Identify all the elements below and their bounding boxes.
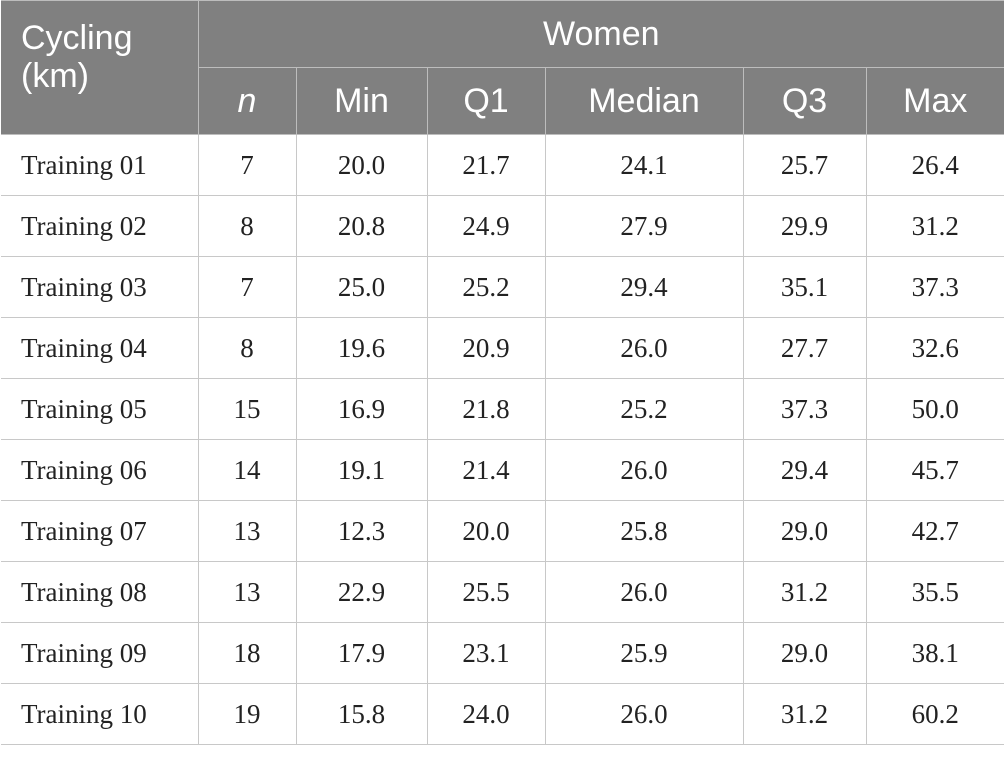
table-cell: 24.9 bbox=[426, 195, 546, 257]
table-row: Training 10 19 15.8 24.0 26.0 31.2 60.2 bbox=[1, 683, 1005, 745]
table-cell: 32.6 bbox=[865, 317, 1005, 379]
table-cell: 27.9 bbox=[544, 195, 744, 257]
table-cell: 17.9 bbox=[295, 622, 428, 684]
table-row: Training 05 15 16.9 21.8 25.2 37.3 50.0 bbox=[1, 378, 1005, 440]
table-cell: 50.0 bbox=[865, 378, 1005, 440]
table-cell: 15 bbox=[197, 378, 297, 440]
table-cell: 14 bbox=[197, 439, 297, 501]
table-cell: 26.0 bbox=[544, 317, 744, 379]
row-label: Training 07 bbox=[1, 500, 199, 562]
table-cell: 35.1 bbox=[742, 256, 867, 318]
table-cell: 25.0 bbox=[295, 256, 428, 318]
table-cell: 35.5 bbox=[865, 561, 1005, 623]
table-row: Training 03 7 25.0 25.2 29.4 35.1 37.3 bbox=[1, 256, 1005, 318]
table-row: Training 07 13 12.3 20.0 25.8 29.0 42.7 bbox=[1, 500, 1005, 562]
column-header-n: n bbox=[197, 67, 297, 135]
table-row: Training 09 18 17.9 23.1 25.9 29.0 38.1 bbox=[1, 622, 1005, 684]
table-cell: 13 bbox=[197, 561, 297, 623]
column-header-q1: Q1 bbox=[426, 67, 546, 135]
row-label: Training 06 bbox=[1, 439, 199, 501]
table-cell: 16.9 bbox=[295, 378, 428, 440]
table-cell: 20.8 bbox=[295, 195, 428, 257]
table-cell: 25.9 bbox=[544, 622, 744, 684]
table-cell: 24.1 bbox=[544, 134, 744, 196]
table-cell: 29.0 bbox=[742, 622, 867, 684]
table-cell: 38.1 bbox=[865, 622, 1005, 684]
table-row: Training 08 13 22.9 25.5 26.0 31.2 35.5 bbox=[1, 561, 1005, 623]
table-cell: 29.0 bbox=[742, 500, 867, 562]
table-cell: 25.2 bbox=[426, 256, 546, 318]
table-cell: 29.4 bbox=[742, 439, 867, 501]
table-cell: 13 bbox=[197, 500, 297, 562]
table-row: Training 06 14 19.1 21.4 26.0 29.4 45.7 bbox=[1, 439, 1005, 501]
table-cell: 31.2 bbox=[865, 195, 1005, 257]
table-cell: 29.9 bbox=[742, 195, 867, 257]
row-label: Training 05 bbox=[1, 378, 199, 440]
row-label: Training 09 bbox=[1, 622, 199, 684]
table-cell: 8 bbox=[197, 195, 297, 257]
table-cell: 19 bbox=[197, 683, 297, 745]
table-cell: 31.2 bbox=[742, 561, 867, 623]
table-row: Training 01 7 20.0 21.7 24.1 25.7 26.4 bbox=[1, 134, 1005, 196]
row-label: Training 08 bbox=[1, 561, 199, 623]
table-cell: 8 bbox=[197, 317, 297, 379]
table-cell: 26.0 bbox=[544, 439, 744, 501]
cycling-stats-table: Cycling (km) Women n Min Q1 Median Q3 Ma… bbox=[1, 0, 1005, 745]
table-cell: 23.1 bbox=[426, 622, 546, 684]
table-cell: 19.6 bbox=[295, 317, 428, 379]
column-header-min: Min bbox=[295, 67, 428, 135]
table-cell: 20.0 bbox=[295, 134, 428, 196]
table-cell: 20.0 bbox=[426, 500, 546, 562]
row-label: Training 03 bbox=[1, 256, 199, 318]
table-row: Training 02 8 20.8 24.9 27.9 29.9 31.2 bbox=[1, 195, 1005, 257]
group-header-women: Women bbox=[197, 0, 1005, 68]
table-cell: 21.8 bbox=[426, 378, 546, 440]
table-cell: 25.8 bbox=[544, 500, 744, 562]
table-cell: 19.1 bbox=[295, 439, 428, 501]
table-cell: 25.7 bbox=[742, 134, 867, 196]
table-cell: 26.4 bbox=[865, 134, 1005, 196]
table-cell: 21.4 bbox=[426, 439, 546, 501]
table-cell: 45.7 bbox=[865, 439, 1005, 501]
table-cell: 22.9 bbox=[295, 561, 428, 623]
table-cell: 18 bbox=[197, 622, 297, 684]
table-body: Training 01 7 20.0 21.7 24.1 25.7 26.4 Training… bbox=[1, 134, 1005, 745]
table-cell: 26.0 bbox=[544, 561, 744, 623]
stub-header: Cycling (km) bbox=[1, 0, 199, 135]
row-label: Training 10 bbox=[1, 683, 199, 745]
table-cell: 27.7 bbox=[742, 317, 867, 379]
row-label: Training 01 bbox=[1, 134, 199, 196]
row-label: Training 04 bbox=[1, 317, 199, 379]
table-cell: 7 bbox=[197, 134, 297, 196]
table-row: Training 04 8 19.6 20.9 26.0 27.7 32.6 bbox=[1, 317, 1005, 379]
table-cell: 21.7 bbox=[426, 134, 546, 196]
table-cell: 60.2 bbox=[865, 683, 1005, 745]
table-cell: 29.4 bbox=[544, 256, 744, 318]
table-cell: 42.7 bbox=[865, 500, 1005, 562]
column-header-median: Median bbox=[544, 67, 744, 135]
row-label: Training 02 bbox=[1, 195, 199, 257]
table-cell: 24.0 bbox=[426, 683, 546, 745]
column-header-max: Max bbox=[865, 67, 1005, 135]
table-cell: 26.0 bbox=[544, 683, 744, 745]
table-cell: 15.8 bbox=[295, 683, 428, 745]
table-cell: 7 bbox=[197, 256, 297, 318]
table-cell: 37.3 bbox=[865, 256, 1005, 318]
table-cell: 12.3 bbox=[295, 500, 428, 562]
column-header-q3: Q3 bbox=[742, 67, 867, 135]
table-cell: 20.9 bbox=[426, 317, 546, 379]
table-cell: 25.2 bbox=[544, 378, 744, 440]
table-header: Cycling (km) Women n Min Q1 Median Q3 Ma… bbox=[1, 0, 1005, 135]
table-cell: 31.2 bbox=[742, 683, 867, 745]
table-cell: 37.3 bbox=[742, 378, 867, 440]
table-cell: 25.5 bbox=[426, 561, 546, 623]
